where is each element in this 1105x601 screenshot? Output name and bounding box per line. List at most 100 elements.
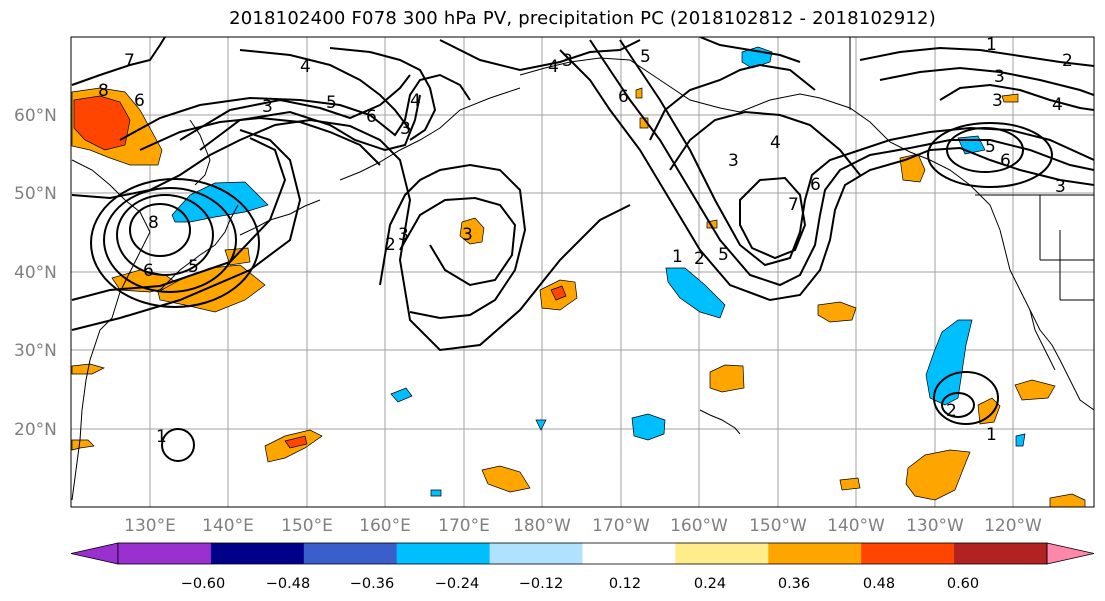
pv-contour — [927, 122, 1053, 188]
latitude-labels: 60°N 50°N 40°N 30°N 20°N — [14, 106, 57, 440]
pv-contour — [649, 63, 816, 141]
pv-contour — [71, 137, 287, 301]
precip-blob — [905, 449, 971, 501]
contour-label: 5 — [640, 47, 651, 67]
pv-contour — [119, 73, 471, 141]
colorbar-segment — [396, 543, 491, 564]
pv-contour — [933, 371, 999, 425]
pv-contour — [71, 37, 166, 86]
colorbar-segment — [954, 543, 1048, 564]
colorbar-tick-label: −0.48 — [266, 576, 310, 592]
contour-label: 7 — [788, 195, 799, 215]
colorbar-segments — [70, 542, 1095, 565]
pv-contour — [103, 187, 237, 293]
contour-labels: 7 6 8 4 3 5 6 4 3 8 6 5 3 2 3 3 4 5 6 1 … — [98, 35, 1073, 447]
lat-label: 50°N — [14, 184, 57, 204]
lon-label: 150°E — [281, 516, 333, 536]
precip-blob — [284, 435, 308, 449]
contour-label: 4 — [548, 57, 559, 77]
precip-blob — [839, 477, 861, 491]
pv-contour — [179, 74, 411, 141]
pv-contour — [71, 118, 631, 352]
contour-label: 4 — [300, 57, 311, 77]
contour-label: 4 — [770, 133, 781, 153]
contour-label: 6 — [366, 107, 377, 127]
pv-contour — [439, 39, 641, 72]
coastline-aleutians — [339, 87, 521, 181]
contour-label: 3 — [562, 51, 573, 71]
lon-label: 120°W — [984, 516, 1042, 536]
contour-label: 6 — [810, 175, 821, 195]
precip-blob — [665, 267, 726, 319]
pv-contour — [329, 47, 437, 141]
pv-contour — [116, 194, 214, 276]
colorbar-extend-high — [1046, 542, 1095, 565]
pv-contour — [941, 392, 975, 418]
colorbar-tick-label: −0.60 — [181, 576, 225, 592]
contour-label: 1 — [986, 35, 997, 55]
colorbar-extend-low — [70, 542, 119, 565]
contour-label: 7 — [124, 51, 135, 71]
lon-label: 150°W — [749, 516, 807, 536]
pv-contour — [129, 203, 191, 257]
contour-label: 5 — [326, 93, 337, 113]
border-states — [1039, 195, 1094, 301]
contour-label: 6 — [618, 87, 629, 107]
contour-label: 2 — [385, 235, 396, 255]
lon-label: 130°W — [906, 516, 964, 536]
pv-contour — [859, 46, 1094, 67]
pv-contour — [879, 66, 1094, 96]
colorbar-tick-label: 0.24 — [694, 576, 726, 592]
contour-label: 3 — [1055, 177, 1066, 197]
lat-label: 40°N — [14, 263, 57, 283]
precip-blob — [71, 439, 95, 451]
coastline-namerica-west — [999, 229, 1094, 411]
pv-contour — [559, 49, 1094, 302]
contour-label: 6 — [143, 261, 154, 281]
precip-blob — [635, 87, 643, 99]
precip-blob — [817, 301, 857, 323]
coastline-hawaii — [699, 409, 741, 435]
lon-label: 140°E — [202, 516, 254, 536]
contour-label: 5 — [718, 245, 729, 265]
contour-label: 3 — [728, 151, 739, 171]
precip-blob — [459, 217, 485, 245]
contour-label: 6 — [134, 91, 145, 111]
lon-label: 180°W — [513, 516, 571, 536]
contour-label: 3 — [400, 119, 411, 139]
lon-label: 130°E — [124, 516, 176, 536]
precip-blob — [709, 364, 745, 393]
colorbar-tick-label: −0.24 — [435, 576, 479, 592]
pv-contour — [946, 127, 1024, 173]
pv-contour — [161, 428, 195, 462]
precip-blob — [1049, 493, 1086, 507]
map-frame — [70, 36, 1095, 508]
colorbar: −0.60 −0.48 −0.36 −0.24 −0.12 0.12 0.24 … — [70, 542, 1095, 592]
precip-blob — [390, 387, 413, 403]
precip-blob — [1001, 93, 1019, 103]
colorbar-segment — [118, 543, 212, 564]
pv-contour — [139, 116, 381, 166]
pv-contours — [71, 37, 1094, 462]
pv-contour — [399, 196, 517, 287]
precip-blob — [1015, 433, 1026, 447]
precip-blob — [1014, 379, 1056, 401]
pv-contour — [619, 39, 1094, 267]
contour-label: 6 — [1000, 151, 1011, 171]
colorbar-tick-label: 0.36 — [778, 576, 810, 592]
colorbar-segment — [675, 543, 769, 564]
contour-label: 5 — [985, 137, 996, 157]
colorbar-segment — [489, 543, 583, 564]
contour-label: 5 — [188, 257, 199, 277]
contour-label: 2 — [1062, 51, 1073, 71]
colorbar-segment — [861, 543, 955, 564]
colorbar-segment — [768, 543, 862, 564]
coastline-kurils — [239, 199, 321, 236]
pv-contour — [739, 176, 807, 260]
pv-contour — [939, 83, 1094, 111]
contour-label: 1 — [156, 427, 167, 447]
lon-label: 170°E — [438, 516, 490, 536]
contour-label: 8 — [148, 213, 159, 233]
pv-contour — [199, 94, 421, 152]
